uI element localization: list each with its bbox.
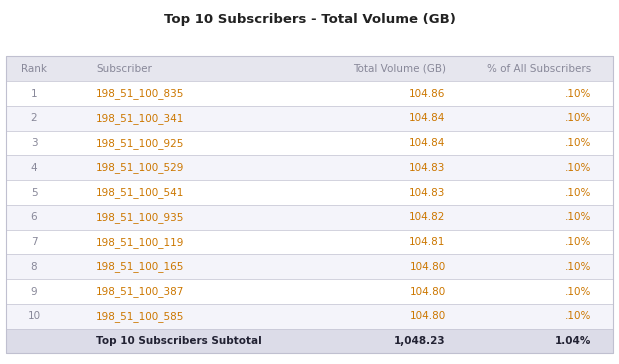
Text: 3: 3 [31,138,37,148]
Text: 104.83: 104.83 [409,163,446,173]
Text: .10%: .10% [565,138,591,148]
Text: 1.04%: 1.04% [555,336,591,346]
Text: 7: 7 [31,237,37,247]
Text: Total Volume (GB): Total Volume (GB) [353,64,446,74]
Text: 1: 1 [31,88,37,99]
Text: 104.80: 104.80 [409,262,446,272]
Text: Subscriber: Subscriber [96,64,152,74]
Text: 104.80: 104.80 [409,286,446,297]
Text: 198_51_100_541: 198_51_100_541 [96,187,184,198]
Text: 104.81: 104.81 [409,237,446,247]
Text: Rank: Rank [21,64,47,74]
Text: 6: 6 [31,212,37,222]
Text: 198_51_100_387: 198_51_100_387 [96,286,184,297]
Text: .10%: .10% [565,262,591,272]
Text: .10%: .10% [565,113,591,123]
Text: .10%: .10% [565,88,591,99]
Text: 8: 8 [31,262,37,272]
Text: 198_51_100_119: 198_51_100_119 [96,237,184,248]
Text: .10%: .10% [565,286,591,297]
Text: 198_51_100_585: 198_51_100_585 [96,311,184,322]
Text: 104.84: 104.84 [409,138,446,148]
Text: 198_51_100_165: 198_51_100_165 [96,261,184,272]
Text: 104.84: 104.84 [409,113,446,123]
Text: .10%: .10% [565,311,591,321]
Text: 104.86: 104.86 [409,88,446,99]
Text: .10%: .10% [565,237,591,247]
Text: 198_51_100_835: 198_51_100_835 [96,88,184,99]
Text: 10: 10 [27,311,41,321]
Text: Top 10 Subscribers Subtotal: Top 10 Subscribers Subtotal [96,336,262,346]
Text: 104.82: 104.82 [409,212,446,222]
Text: 104.80: 104.80 [409,311,446,321]
Text: 198_51_100_529: 198_51_100_529 [96,162,184,173]
Text: .10%: .10% [565,212,591,222]
Text: 198_51_100_935: 198_51_100_935 [96,212,184,223]
Text: .10%: .10% [565,187,591,198]
Text: 2: 2 [31,113,37,123]
Text: Top 10 Subscribers - Total Volume (GB): Top 10 Subscribers - Total Volume (GB) [163,13,456,26]
Text: .10%: .10% [565,163,591,173]
Text: 198_51_100_925: 198_51_100_925 [96,138,184,149]
Text: 1,048.23: 1,048.23 [394,336,446,346]
Text: 9: 9 [31,286,37,297]
Text: % of All Subscribers: % of All Subscribers [487,64,591,74]
Text: 104.83: 104.83 [409,187,446,198]
Text: 5: 5 [31,187,37,198]
Text: 198_51_100_341: 198_51_100_341 [96,113,184,124]
Text: 4: 4 [31,163,37,173]
